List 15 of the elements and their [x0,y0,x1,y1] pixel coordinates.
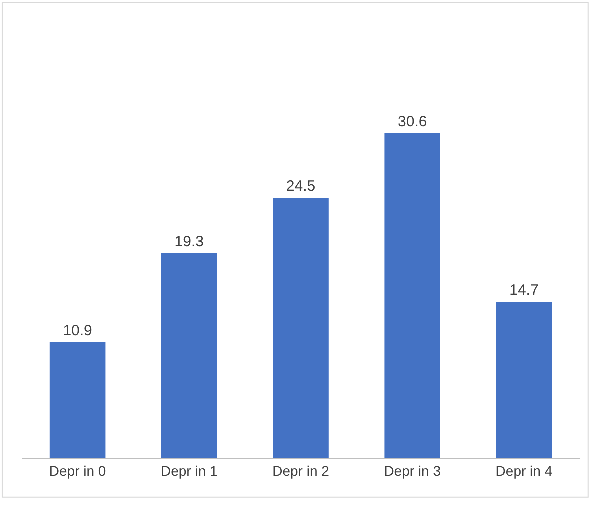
bar [496,302,552,458]
bar [50,342,106,458]
data-label: 10.9 [63,322,92,340]
bar [384,134,440,458]
data-label: 24.5 [286,178,316,196]
x-tick-label: Depr in 4 [496,462,553,479]
data-label: 19.3 [174,233,204,250]
x-tick-label: Depr in 1 [160,462,218,479]
data-label: 30.6 [398,114,428,131]
data-label: 14.7 [510,282,539,300]
bar [273,198,329,458]
x-tick-label: Depr in 0 [49,462,106,479]
x-tick-label: Depr in 3 [384,462,442,479]
bar [162,253,218,458]
x-tick-label: Depr in 2 [272,462,330,479]
